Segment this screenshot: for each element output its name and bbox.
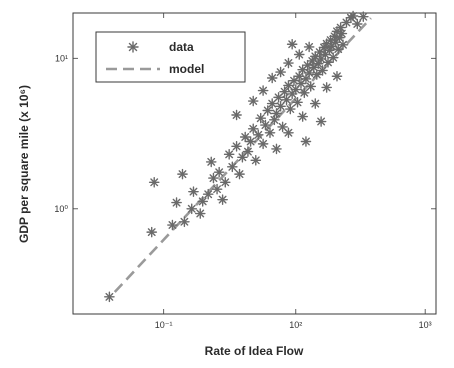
data-point [293, 49, 305, 60]
data-point [300, 136, 312, 147]
data-series [104, 10, 369, 303]
data-point [299, 87, 310, 99]
data-point [234, 168, 245, 180]
x-tick-label: 10² [289, 320, 302, 330]
data-point [341, 17, 352, 28]
data-point [264, 127, 276, 139]
legend-label-model: model [169, 62, 204, 76]
legend-asterisk [127, 41, 139, 53]
data-point [358, 11, 369, 22]
data-point [266, 98, 278, 109]
data-point [317, 65, 328, 76]
legend-data-marker [127, 41, 139, 53]
legend: data model [95, 31, 246, 83]
data-point [266, 72, 278, 84]
data-point [179, 216, 190, 228]
data-point [171, 197, 182, 208]
data-point [271, 108, 282, 119]
data-point [104, 291, 115, 303]
data-point [257, 85, 269, 96]
legend-box [95, 31, 246, 83]
data-point [331, 70, 343, 82]
data-point [211, 183, 223, 195]
data-point [231, 109, 242, 121]
data-point [285, 103, 296, 115]
plot-frame [72, 12, 437, 315]
data-point [275, 66, 286, 78]
data-point [292, 97, 303, 108]
data-point [247, 95, 259, 107]
data-point [146, 226, 158, 238]
plot-area [72, 12, 437, 315]
data-point [332, 43, 344, 55]
data-point [269, 114, 280, 126]
data-point [247, 123, 259, 135]
data-point [217, 194, 228, 205]
data-point [188, 186, 199, 197]
data-point [197, 196, 209, 207]
y-tick-label: 10¹ [55, 53, 68, 63]
data-point [283, 127, 294, 139]
data-point [297, 111, 308, 122]
data-point [177, 168, 188, 180]
data-point [309, 98, 321, 109]
x-axis-title: Rate of Idea Flow [205, 344, 304, 358]
data-point [186, 203, 198, 215]
data-point [257, 138, 269, 150]
legend-label-data: data [169, 40, 194, 54]
data-point [321, 82, 332, 93]
x-tick-label: 10³ [419, 320, 432, 330]
data-point [167, 219, 178, 231]
data-point [252, 129, 264, 141]
data-point [245, 136, 256, 147]
data-point [227, 161, 238, 173]
data-point [223, 149, 235, 160]
data-point [250, 155, 262, 166]
x-tick-label: 10⁻¹ [155, 320, 173, 330]
data-point [303, 41, 315, 53]
data-point [305, 81, 317, 92]
data-point [219, 176, 231, 188]
data-point [315, 116, 327, 127]
data-point [148, 176, 160, 188]
data-point [279, 86, 290, 97]
data-point [242, 146, 254, 157]
data-point [347, 10, 359, 22]
data-point [194, 208, 206, 219]
data-point [327, 52, 339, 63]
data-point [283, 57, 294, 69]
data-point [283, 80, 294, 91]
data-point [351, 18, 363, 30]
data-point [286, 38, 298, 50]
data-point [311, 69, 323, 80]
data-point [255, 112, 267, 124]
data-point [275, 100, 286, 112]
data-point [205, 156, 217, 168]
y-tick-label: 10⁰ [54, 204, 68, 214]
data-point [231, 141, 242, 152]
data-point [336, 28, 348, 39]
data-point [260, 119, 271, 131]
data-point [213, 166, 225, 178]
y-axis-title: GDP per square mile (x 10⁶) [17, 85, 31, 243]
data-point [271, 143, 282, 155]
data-point [273, 92, 284, 103]
axis-ticks: 10⁻¹ 10² 10³ 10⁰ 10¹ [54, 13, 436, 330]
data-point [262, 105, 274, 116]
data-point [202, 188, 214, 200]
data-point [277, 121, 288, 133]
data-point [337, 39, 349, 51]
